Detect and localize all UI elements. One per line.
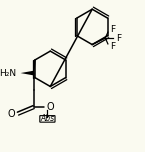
Text: Abs: Abs [40, 114, 55, 123]
Text: O: O [47, 102, 54, 112]
FancyBboxPatch shape [40, 116, 55, 122]
Text: F: F [116, 34, 122, 43]
Text: F: F [110, 42, 116, 51]
Text: F: F [110, 25, 116, 34]
Text: H₂N: H₂N [0, 69, 16, 78]
Text: O: O [8, 109, 15, 119]
Polygon shape [21, 71, 34, 75]
